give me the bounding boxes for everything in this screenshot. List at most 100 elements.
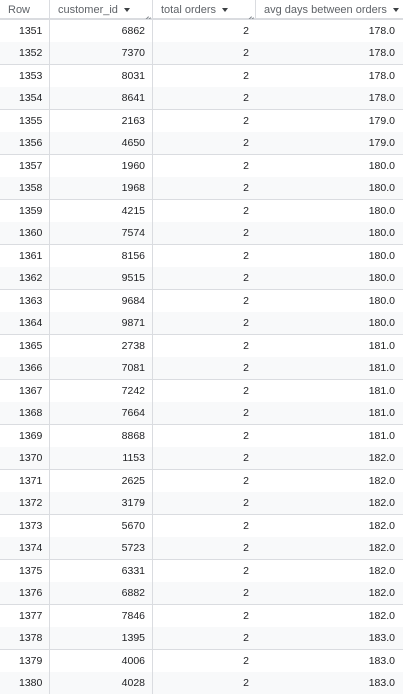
- table-row[interactable]: 1360 7574 2 180.0: [0, 221, 403, 244]
- column-header-label: total orders: [161, 3, 217, 16]
- avg-days-cell: 180.0: [368, 316, 395, 329]
- row-number-cell: 1372: [0, 491, 50, 514]
- customer-id-cell: 9684: [50, 290, 153, 312]
- table-row[interactable]: 1359 4215 2 180.0: [0, 199, 403, 222]
- total-orders-cell: 2: [243, 136, 249, 149]
- avg-days-cell: 178.0: [368, 24, 395, 37]
- avg-days-cell: 178.0: [368, 69, 395, 82]
- avg-days-cell: 179.0: [368, 136, 395, 149]
- table-row[interactable]: 1371 2625 2 182.0: [0, 469, 403, 492]
- customer-id-cell: 9515: [50, 266, 153, 289]
- table-row[interactable]: 1352 7370 2 178.0: [0, 41, 403, 64]
- total-orders-cell: 2: [243, 384, 249, 397]
- column-header-avg-days[interactable]: avg days between orders: [256, 0, 403, 19]
- total-orders-cell: 2: [243, 361, 249, 374]
- table-row[interactable]: 1356 4650 2 179.0: [0, 131, 403, 154]
- avg-days-cell: 180.0: [368, 226, 395, 239]
- row-number-cell: 1364: [0, 311, 50, 334]
- total-orders-cell: 2: [243, 451, 249, 464]
- avg-days-cell: 183.0: [368, 631, 395, 644]
- table-row[interactable]: 1380 4028 2 183.0: [0, 671, 403, 694]
- column-header-total-orders[interactable]: total orders: [153, 0, 256, 19]
- avg-days-cell: 180.0: [368, 181, 395, 194]
- customer-id-cell: 6331: [50, 560, 153, 582]
- customer-id-cell: 4006: [50, 650, 153, 672]
- sort-menu-icon[interactable]: [222, 7, 229, 12]
- total-orders-cell: 2: [243, 496, 249, 509]
- table-row[interactable]: 1378 1395 2 183.0: [0, 626, 403, 649]
- row-number-cell: 1370: [0, 446, 50, 469]
- table-row[interactable]: 1354 8641 2 178.0: [0, 86, 403, 109]
- table-row[interactable]: 1372 3179 2 182.0: [0, 491, 403, 514]
- row-number-cell: 1378: [0, 626, 50, 649]
- sort-menu-icon[interactable]: [392, 7, 399, 12]
- customer-id-cell: 8156: [50, 245, 153, 267]
- avg-days-cell: 182.0: [368, 564, 395, 577]
- table-row[interactable]: 1373 5670 2 182.0: [0, 514, 403, 537]
- table-row[interactable]: 1369 8868 2 181.0: [0, 424, 403, 447]
- table-row[interactable]: 1362 9515 2 180.0: [0, 266, 403, 289]
- avg-days-cell: 182.0: [368, 586, 395, 599]
- column-header-row: Row: [0, 0, 50, 19]
- total-orders-cell: 2: [243, 474, 249, 487]
- row-number-cell: 1373: [0, 515, 50, 537]
- table-row[interactable]: 1357 1960 2 180.0: [0, 154, 403, 177]
- table-row[interactable]: 1365 2738 2 181.0: [0, 334, 403, 357]
- table-row[interactable]: 1379 4006 2 183.0: [0, 649, 403, 672]
- customer-id-cell: 1960: [50, 155, 153, 177]
- table-row[interactable]: 1353 8031 2 178.0: [0, 64, 403, 87]
- table-row[interactable]: 1361 8156 2 180.0: [0, 244, 403, 267]
- avg-days-cell: 182.0: [368, 541, 395, 554]
- total-orders-cell: 2: [243, 429, 249, 442]
- row-number-cell: 1351: [0, 20, 50, 42]
- row-number-cell: 1357: [0, 155, 50, 177]
- customer-id-cell: 9871: [50, 311, 153, 334]
- customer-id-cell: 2163: [50, 110, 153, 132]
- avg-days-cell: 180.0: [368, 159, 395, 172]
- table-row[interactable]: 1364 9871 2 180.0: [0, 311, 403, 334]
- table-row[interactable]: 1366 7081 2 181.0: [0, 356, 403, 379]
- total-orders-cell: 2: [243, 519, 249, 532]
- table-row[interactable]: 1375 6331 2 182.0: [0, 559, 403, 582]
- total-orders-cell: 2: [243, 114, 249, 127]
- total-orders-cell: 2: [243, 564, 249, 577]
- column-header-customer-id[interactable]: customer_id: [50, 0, 153, 19]
- total-orders-cell: 2: [243, 226, 249, 239]
- total-orders-cell: 2: [243, 654, 249, 667]
- total-orders-cell: 2: [243, 249, 249, 262]
- row-number-cell: 1377: [0, 605, 50, 627]
- table-row[interactable]: 1377 7846 2 182.0: [0, 604, 403, 627]
- total-orders-cell: 2: [243, 204, 249, 217]
- total-orders-cell: 2: [243, 316, 249, 329]
- sort-menu-icon[interactable]: [123, 7, 130, 12]
- total-orders-cell: 2: [243, 181, 249, 194]
- customer-id-cell: 4650: [50, 131, 153, 154]
- column-resize-handle-icon[interactable]: [244, 9, 252, 17]
- table-row[interactable]: 1367 7242 2 181.0: [0, 379, 403, 402]
- column-resize-handle-icon[interactable]: [141, 9, 149, 17]
- table-row[interactable]: 1351 6862 2 178.0: [0, 19, 403, 42]
- table-row[interactable]: 1370 1153 2 182.0: [0, 446, 403, 469]
- table-row[interactable]: 1374 5723 2 182.0: [0, 536, 403, 559]
- row-number-cell: 1354: [0, 86, 50, 109]
- avg-days-cell: 181.0: [368, 361, 395, 374]
- row-number-cell: 1355: [0, 110, 50, 132]
- table-row[interactable]: 1363 9684 2 180.0: [0, 289, 403, 312]
- avg-days-cell: 181.0: [368, 339, 395, 352]
- customer-id-cell: 7081: [50, 356, 153, 379]
- total-orders-cell: 2: [243, 406, 249, 419]
- row-number-cell: 1358: [0, 176, 50, 199]
- customer-id-cell: 6882: [50, 581, 153, 604]
- column-header-label: customer_id: [58, 3, 118, 16]
- row-number-cell: 1371: [0, 470, 50, 492]
- table-row[interactable]: 1368 7664 2 181.0: [0, 401, 403, 424]
- row-number-cell: 1356: [0, 131, 50, 154]
- column-header-label: avg days between orders: [264, 3, 387, 16]
- row-number-cell: 1363: [0, 290, 50, 312]
- table-row[interactable]: 1376 6882 2 182.0: [0, 581, 403, 604]
- total-orders-cell: 2: [243, 271, 249, 284]
- customer-id-cell: 5670: [50, 515, 153, 537]
- table-row[interactable]: 1355 2163 2 179.0: [0, 109, 403, 132]
- table-row[interactable]: 1358 1968 2 180.0: [0, 176, 403, 199]
